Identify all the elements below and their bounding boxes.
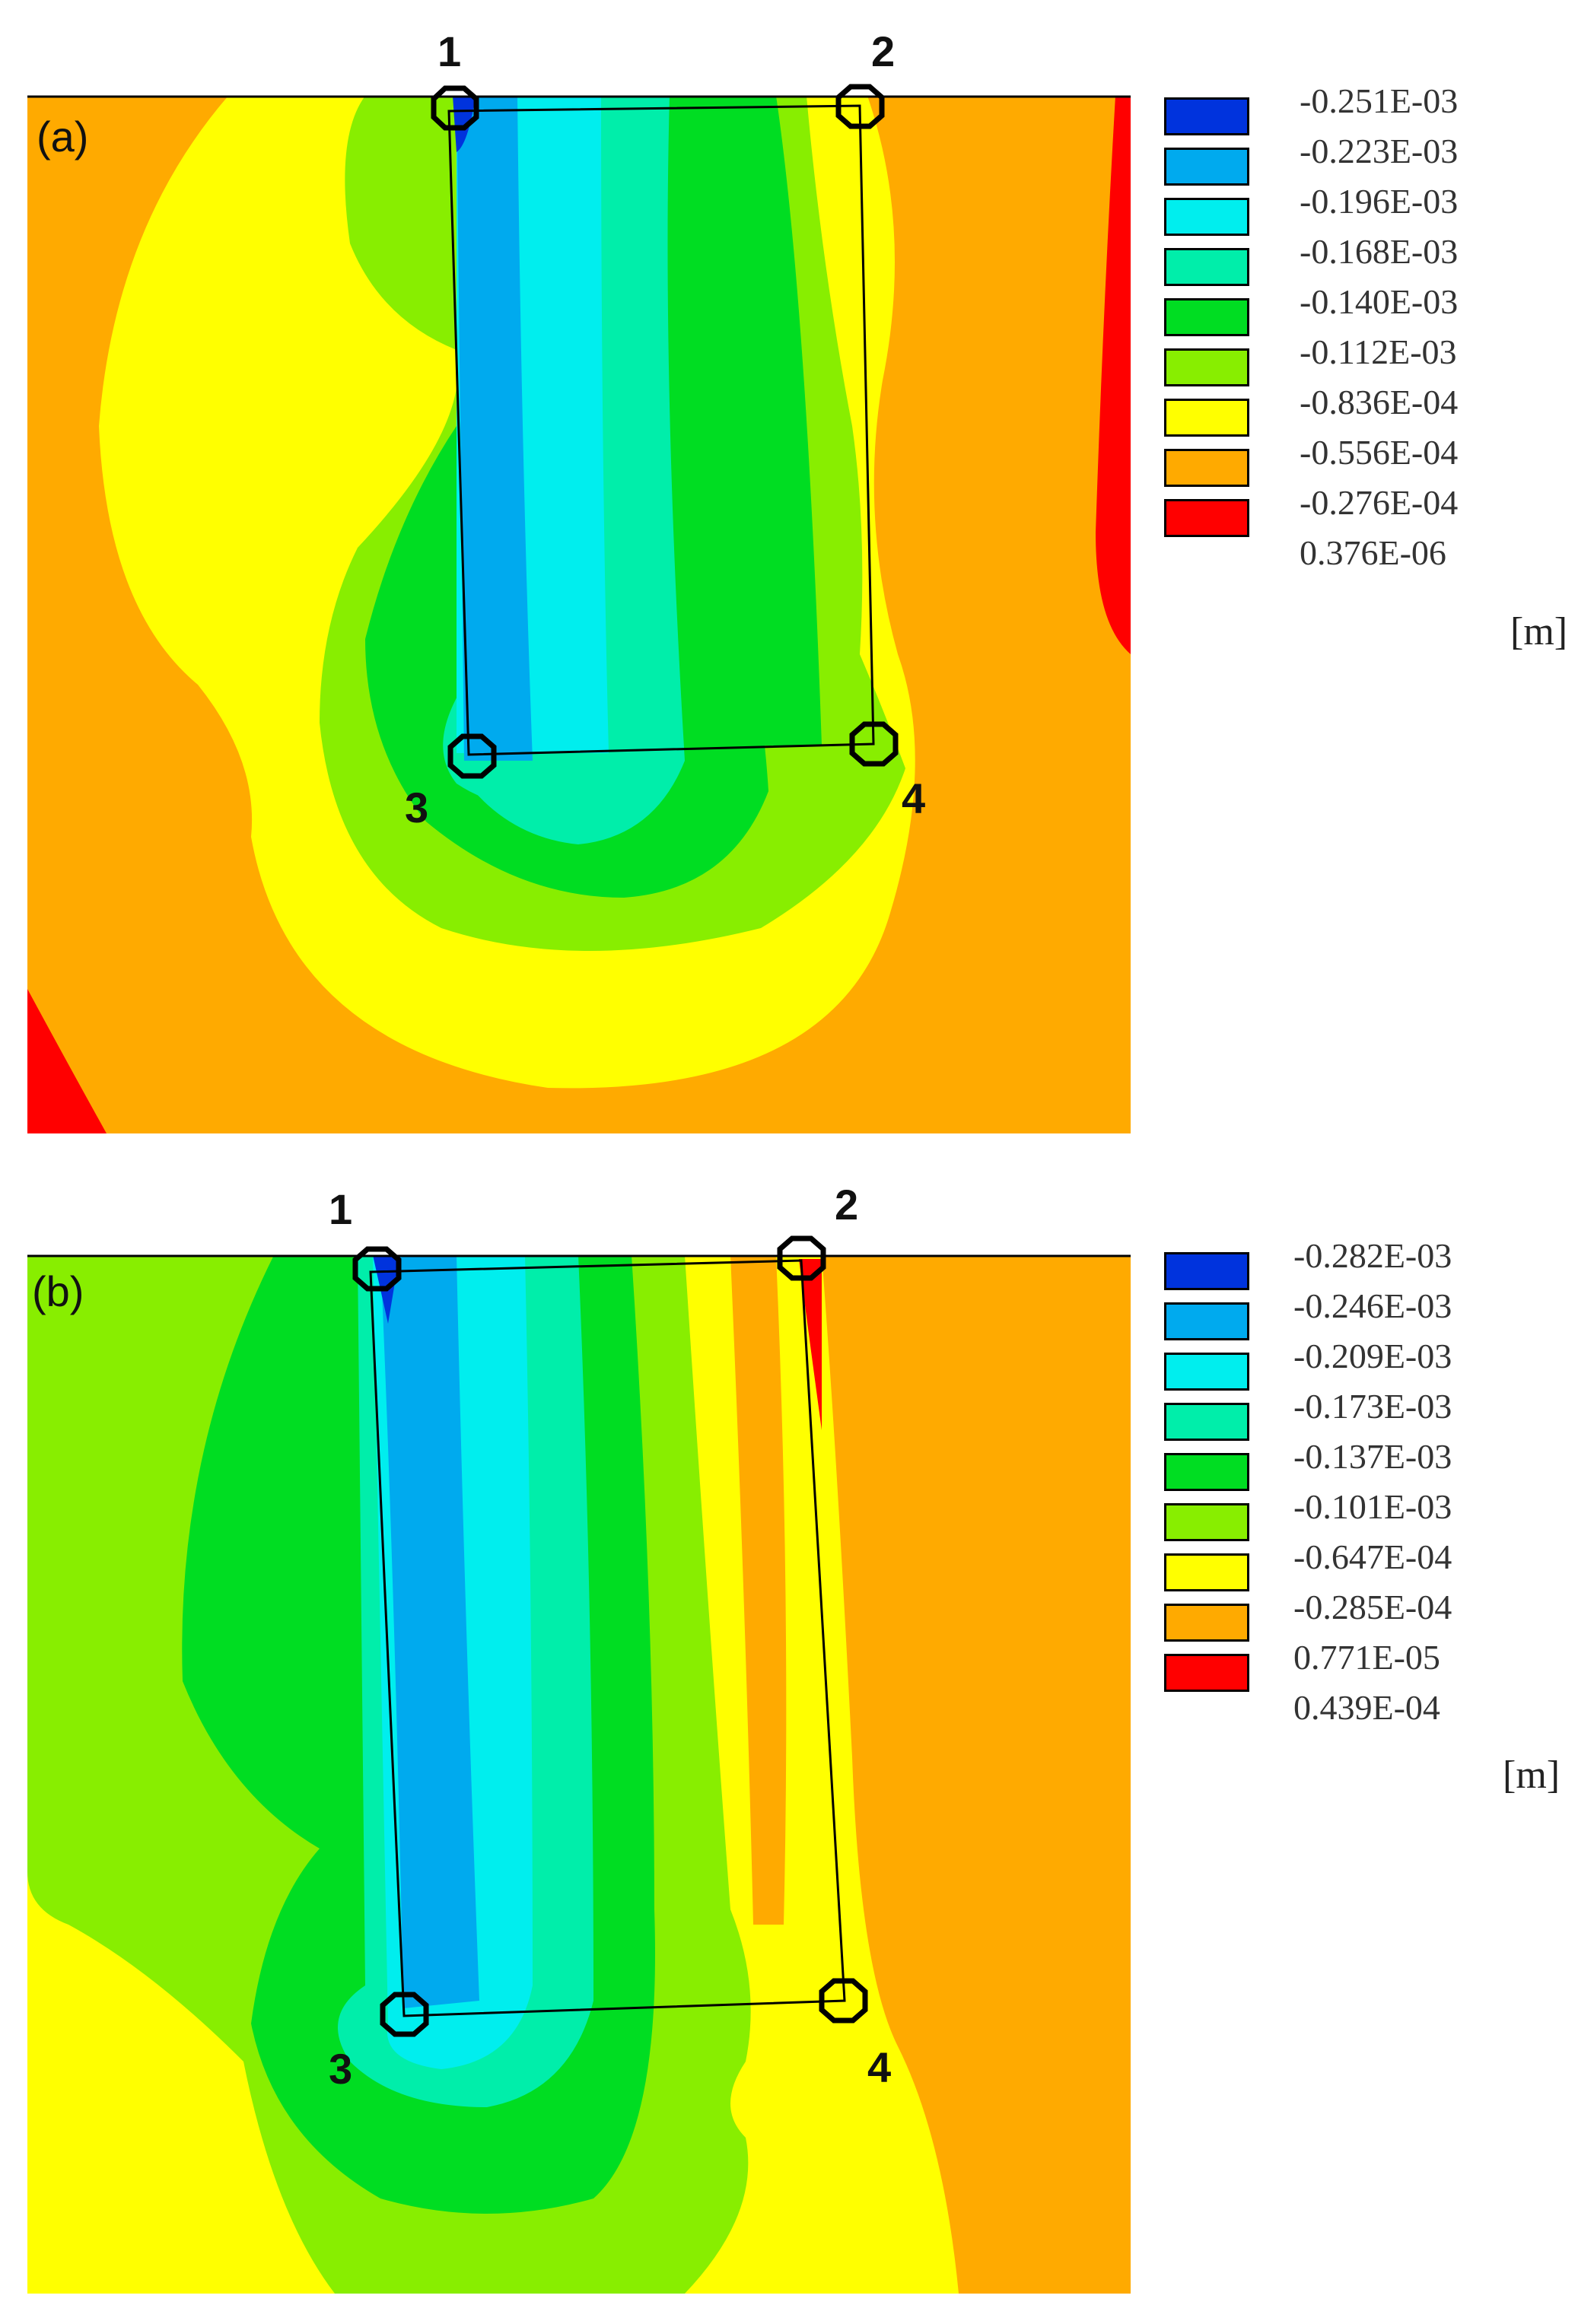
block-outline bbox=[369, 1259, 846, 2017]
legend-value: -0.285E-04 bbox=[1293, 1588, 1452, 1626]
legend-value: -0.556E-04 bbox=[1300, 433, 1459, 472]
legend-swatch-yellow bbox=[1164, 399, 1249, 437]
node-marker-2 bbox=[835, 84, 885, 129]
node-label-2: 2 bbox=[835, 1181, 859, 1229]
panel-tag: (a) bbox=[37, 113, 89, 161]
legend-value: -0.276E-04 bbox=[1300, 483, 1459, 522]
legend-swatch-yellow-green bbox=[1164, 348, 1249, 386]
contour-plot-a bbox=[27, 84, 1131, 1133]
node-label-4: 4 bbox=[902, 774, 926, 822]
panel-a: (a) 1 2 3 4 -0.251E-03 -0.223E-03 -0.196… bbox=[0, 0, 1594, 1149]
legend-swatch-orange bbox=[1164, 449, 1249, 487]
legend-swatch-aqua bbox=[1164, 1403, 1249, 1441]
node-label-4: 4 bbox=[867, 2043, 892, 2091]
node-marker-3 bbox=[380, 1992, 429, 2037]
contour-band-red-corner bbox=[27, 989, 107, 1133]
legend-value: -0.223E-03 bbox=[1300, 132, 1459, 170]
contour-band-blue bbox=[457, 96, 533, 761]
node-marker-4 bbox=[819, 1978, 868, 2024]
contour-plot-b bbox=[27, 1235, 1131, 2294]
panel-b: (b) 1 2 3 4 -0.282E-03 -0.246E-03 -0.209… bbox=[0, 1149, 1594, 2324]
contour-band-orange-right bbox=[822, 1255, 1131, 2294]
block-outline bbox=[447, 104, 875, 756]
legend-swatch-dark-blue bbox=[1164, 97, 1249, 135]
contour-band-red-edge bbox=[1096, 96, 1131, 654]
legend-value: -0.112E-03 bbox=[1300, 332, 1457, 371]
unit-label: [m] bbox=[1510, 610, 1568, 653]
legend-value: -0.647E-04 bbox=[1293, 1537, 1452, 1576]
node-label-3: 3 bbox=[329, 2045, 353, 2093]
legend-swatch-yellow bbox=[1164, 1553, 1249, 1591]
legend-swatch-cyan bbox=[1164, 198, 1249, 236]
legend-swatch-dark-blue bbox=[1164, 1252, 1249, 1290]
legend-value: -0.836E-04 bbox=[1300, 383, 1459, 421]
legend-swatch-blue bbox=[1164, 1302, 1249, 1340]
node-marker-1 bbox=[431, 85, 479, 131]
legend-value: -0.168E-03 bbox=[1300, 232, 1459, 271]
legend-swatch-red bbox=[1164, 1654, 1249, 1692]
legend-swatch-red bbox=[1164, 499, 1249, 537]
legend-value: 0.376E-06 bbox=[1300, 533, 1446, 572]
legend-value: -0.209E-03 bbox=[1293, 1337, 1452, 1375]
legend-value: -0.140E-03 bbox=[1300, 282, 1459, 321]
node-marker-3 bbox=[447, 733, 497, 779]
node-label-1: 1 bbox=[437, 27, 462, 75]
legend-swatch-blue bbox=[1164, 148, 1249, 186]
contour-band-green-column bbox=[639, 96, 822, 746]
unit-label: [m] bbox=[1503, 1753, 1561, 1797]
node-marker-4 bbox=[849, 721, 899, 767]
legend-swatch-green bbox=[1164, 298, 1249, 336]
contour-band-blue bbox=[380, 1255, 479, 2008]
node-label-2: 2 bbox=[871, 27, 896, 75]
legend-value: -0.137E-03 bbox=[1293, 1437, 1452, 1476]
legend-value: 0.771E-05 bbox=[1293, 1638, 1440, 1677]
legend-swatch-green bbox=[1164, 1453, 1249, 1491]
legend-swatch-cyan bbox=[1164, 1353, 1249, 1391]
legend-value: -0.173E-03 bbox=[1293, 1387, 1452, 1426]
legend-value: -0.246E-03 bbox=[1293, 1286, 1452, 1325]
legend-swatch-yellow-green bbox=[1164, 1503, 1249, 1541]
node-marker-2 bbox=[777, 1235, 826, 1281]
node-marker-1 bbox=[352, 1246, 402, 1292]
contour-band-orange-strip bbox=[730, 1255, 787, 1925]
panel-tag: (b) bbox=[32, 1267, 84, 1315]
legend-swatch-orange bbox=[1164, 1604, 1249, 1642]
legend-value: -0.101E-03 bbox=[1293, 1487, 1452, 1526]
legend-value: 0.439E-04 bbox=[1293, 1688, 1440, 1727]
legend-swatch-aqua bbox=[1164, 248, 1249, 286]
node-label-3: 3 bbox=[405, 784, 429, 831]
legend-value: -0.251E-03 bbox=[1300, 81, 1459, 120]
legend-value: -0.196E-03 bbox=[1300, 182, 1459, 221]
legend-value: -0.282E-03 bbox=[1293, 1236, 1452, 1275]
node-label-1: 1 bbox=[329, 1185, 353, 1233]
